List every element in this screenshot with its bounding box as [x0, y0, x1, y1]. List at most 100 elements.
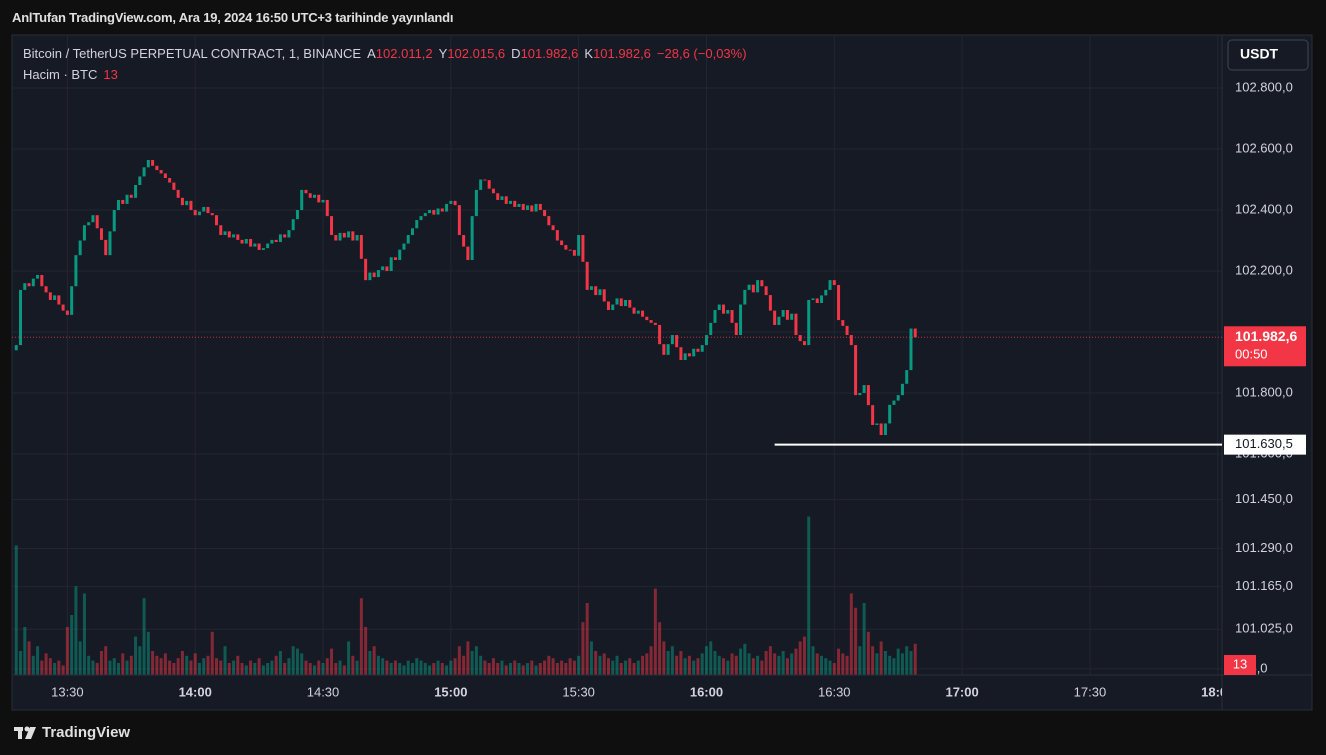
candle-body	[632, 307, 636, 314]
candle-body	[159, 170, 163, 174]
candle-body	[585, 261, 589, 290]
candle-body	[794, 313, 798, 336]
volume-bar	[40, 660, 44, 675]
candle-body	[87, 222, 91, 226]
volume-bar	[807, 516, 811, 675]
volume-bar	[121, 653, 125, 675]
candle-body	[717, 304, 721, 311]
volume-bar	[790, 653, 794, 675]
volume-bar	[896, 648, 900, 675]
volume-bar	[555, 663, 559, 675]
candle-body	[257, 243, 261, 250]
candle-body	[291, 219, 295, 231]
volume-bar	[905, 646, 909, 675]
candle-body	[547, 216, 551, 226]
volume-bar	[577, 655, 581, 675]
candle-body	[496, 193, 500, 200]
symbol-legend: Bitcoin / TetherUS PERPETUAL CONTRACT, 1…	[23, 46, 753, 61]
volume-bar	[598, 655, 602, 675]
candle-body	[457, 205, 461, 236]
countdown: 00:50	[1235, 347, 1268, 362]
volume-bar	[125, 660, 129, 675]
volume-bar	[734, 655, 738, 675]
ohlc-key: A	[367, 46, 376, 61]
volume-bar	[334, 663, 338, 675]
candle-body	[760, 280, 764, 287]
candle-body	[197, 211, 201, 216]
candle-body	[27, 283, 31, 287]
candle-body	[687, 353, 691, 357]
volume-bar	[244, 665, 248, 675]
candle-body	[589, 286, 593, 290]
candle-body	[61, 304, 65, 311]
time-axis: 13:30 14:00 14:30 15:00 15:30 16:00 16:30 17:00…	[51, 684, 1222, 699]
volume-bar	[756, 655, 760, 675]
candle-body	[815, 298, 819, 304]
candle-body	[240, 239, 244, 244]
volume-bar	[70, 615, 74, 675]
volume-bar	[696, 658, 700, 675]
candle-body	[641, 310, 645, 317]
volume-bar	[538, 663, 542, 675]
volume-bar	[99, 651, 103, 675]
volume-bar	[837, 648, 841, 675]
volume-bar	[760, 660, 764, 675]
candle-body	[658, 324, 662, 345]
candle-body	[487, 180, 491, 189]
candle-body	[14, 345, 18, 351]
volume-bar	[854, 607, 858, 675]
volume-bar	[619, 663, 623, 675]
volume-bar	[820, 655, 824, 675]
volume-bar	[581, 622, 585, 675]
candle-body	[594, 286, 598, 296]
candle-body	[504, 196, 508, 204]
volume-bar	[785, 658, 789, 675]
candle-body	[807, 299, 811, 346]
currency-button[interactable]	[1227, 39, 1309, 71]
y-tick-label: 101.800,0	[1235, 384, 1293, 399]
volume-bar	[78, 641, 82, 675]
candle-body	[278, 234, 282, 243]
volume-title: Hacim · BTC	[23, 67, 98, 82]
volume-bar	[670, 646, 674, 675]
volume-bar	[142, 598, 146, 675]
volume-bar	[679, 651, 683, 675]
candle-body	[875, 423, 879, 425]
candle-body	[287, 230, 291, 238]
candle-body	[679, 347, 683, 361]
volume-bar	[364, 627, 368, 675]
volume-bar	[487, 663, 491, 675]
volume-bar	[794, 648, 798, 675]
candle-body	[543, 210, 547, 217]
volume-bar	[624, 660, 628, 675]
candle-body	[351, 231, 355, 241]
candle-body	[820, 295, 824, 304]
volume-bar	[372, 646, 376, 675]
x-tick-label: 17:30	[1074, 684, 1107, 699]
volume-bar	[428, 665, 432, 675]
candle-body	[125, 194, 129, 204]
volume-bar	[402, 665, 406, 675]
candle-body	[892, 400, 896, 405]
candle-body	[508, 200, 512, 204]
candle-body	[48, 292, 52, 300]
volume-pane	[14, 516, 917, 675]
volume-bar	[61, 665, 65, 675]
candle-body	[372, 272, 376, 278]
volume-bar	[568, 658, 572, 675]
volume-bar	[232, 660, 236, 675]
candle-body	[572, 249, 576, 256]
volume-bar	[508, 663, 512, 675]
volume-bar	[295, 648, 299, 675]
candle-body	[564, 245, 568, 250]
y-tick-label: 101.290,0	[1235, 540, 1293, 555]
candle-body	[858, 392, 862, 396]
volume-bar	[291, 646, 295, 675]
volume-bar	[321, 663, 325, 675]
y-tick-label: 101.165,0	[1235, 578, 1293, 593]
x-tick-label: 14:00	[179, 684, 212, 699]
candle-body	[645, 316, 649, 321]
candle-body	[777, 316, 781, 325]
candle-body	[560, 240, 564, 246]
volume-bar	[134, 636, 138, 675]
